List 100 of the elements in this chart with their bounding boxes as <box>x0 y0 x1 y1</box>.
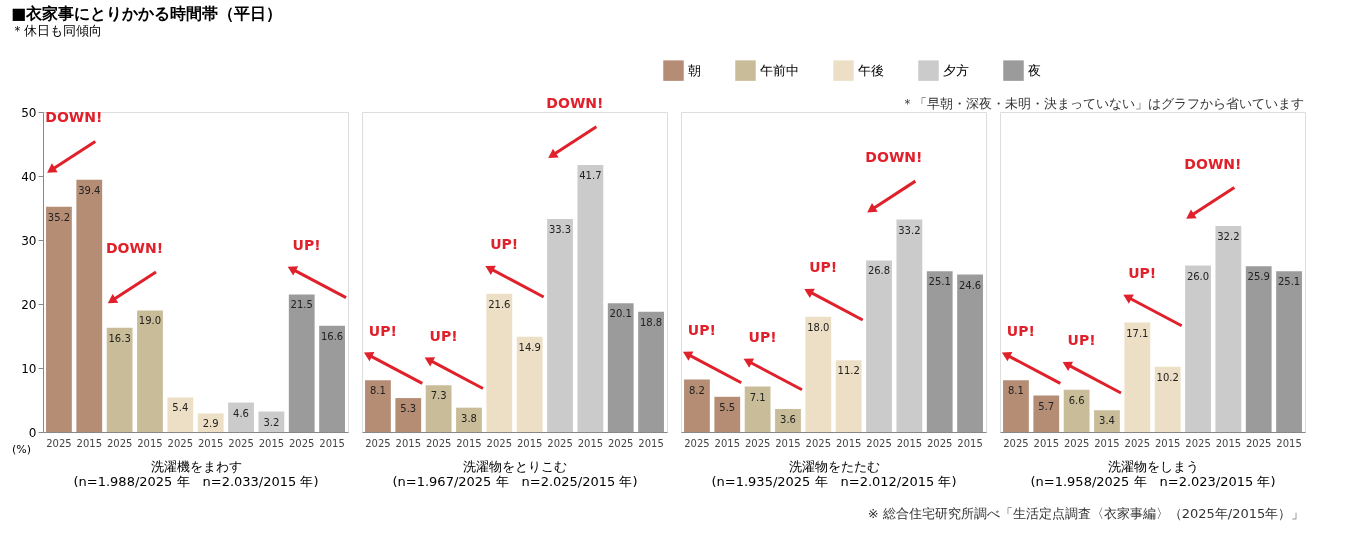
x-tick-label: 2015 <box>1154 437 1181 449</box>
x-tick-label: 2025 <box>46 437 72 449</box>
y-axis-title: (%) <box>11 442 32 456</box>
bar <box>1094 410 1120 432</box>
text: ＊「早朝・深夜・未明・決まっていない」はグラフから省いています <box>901 96 1305 111</box>
data-label: 6.6 <box>1068 394 1085 406</box>
y-tick-label: 40 <box>21 169 37 184</box>
legend-label: 夕方 <box>943 62 969 78</box>
bar <box>1215 225 1242 432</box>
bar <box>516 336 543 432</box>
x-tick-label: 2015 <box>516 437 543 449</box>
text: (n=1.935/2025 年 n=2.012/2015 年) <box>711 473 957 489</box>
x-tick-label: 2025 <box>288 437 315 449</box>
data-label: 26.8 <box>867 265 891 277</box>
data-label: 5.5 <box>719 401 736 413</box>
bar <box>1003 380 1029 432</box>
x-tick-label: 2025 <box>866 437 892 449</box>
x-tick-label: 2025 <box>167 437 194 449</box>
data-label: 24.6 <box>958 279 982 291</box>
annotation: UP! <box>429 327 458 344</box>
data-label: 7.3 <box>430 390 447 402</box>
data-label: 3.8 <box>461 412 477 424</box>
data-label: 3.2 <box>263 416 280 428</box>
bar <box>744 386 771 432</box>
bar <box>577 165 604 432</box>
x-tick-label: 2015 <box>714 437 741 449</box>
x-tick-label: 2025 <box>684 437 710 449</box>
bar <box>896 219 923 432</box>
x-tick-label: 2015 <box>1033 437 1060 449</box>
data-label: 3.6 <box>780 413 796 425</box>
bar <box>1033 395 1060 432</box>
data-label: 33.3 <box>548 223 572 235</box>
bar <box>1063 389 1090 432</box>
y-tick-label: 50 <box>21 105 37 120</box>
annotation: UP! <box>292 236 321 253</box>
annotation: UP! <box>368 322 397 339</box>
annotation: DOWN! <box>1184 155 1242 172</box>
legend-label: 夜 <box>1028 62 1041 78</box>
x-tick-label: 2025 <box>425 437 452 449</box>
bar <box>957 274 983 432</box>
data-label: 8.1 <box>369 385 386 397</box>
data-label: 8.2 <box>688 384 705 396</box>
bar <box>288 294 315 432</box>
bar <box>365 380 391 432</box>
text: (n=1.967/2025 年 n=2.025/2015 年) <box>392 473 638 489</box>
bar <box>486 293 513 432</box>
x-tick-label: 2015 <box>197 437 224 449</box>
bar <box>76 179 103 432</box>
data-label: 16.6 <box>320 330 344 342</box>
text: (n=1.988/2025 年 n=2.033/2015 年) <box>73 473 319 489</box>
x-tick-label: 2015 <box>577 437 604 449</box>
bar <box>1276 271 1302 432</box>
text: DOWN! <box>546 94 604 111</box>
bar <box>425 385 452 432</box>
bar <box>835 360 862 432</box>
x-tick-label: 2015 <box>76 437 103 449</box>
y-tick-label: 30 <box>21 233 37 248</box>
bar <box>1124 322 1151 432</box>
data-label: 21.5 <box>290 299 313 311</box>
data-label: 18.0 <box>807 321 830 333</box>
x-tick-label: 2025 <box>744 437 771 449</box>
y-tick-label: 0 <box>28 425 37 440</box>
data-label: 5.3 <box>400 403 417 415</box>
bar <box>46 206 72 432</box>
data-label: 5.4 <box>172 402 189 414</box>
x-tick-label: 2015 <box>258 437 285 449</box>
data-label: 25.9 <box>1247 271 1270 283</box>
x-tick-label: 2015 <box>1094 437 1120 449</box>
x-tick-label: 2015 <box>1276 437 1302 449</box>
data-label: 26.0 <box>1186 270 1210 282</box>
data-label: 17.1 <box>1126 327 1149 339</box>
data-label: 4.6 <box>233 407 249 419</box>
x-tick-label: 2025 <box>547 437 573 449</box>
x-tick-label: 2015 <box>319 437 345 449</box>
data-label: 20.1 <box>609 308 632 320</box>
bar <box>1185 265 1211 432</box>
legend-label: 午後 <box>858 62 884 78</box>
annotation: DOWN! <box>105 240 164 256</box>
data-label: 11.2 <box>837 365 860 377</box>
bar <box>638 311 664 432</box>
bar <box>607 303 634 432</box>
legend-label: 朝 <box>688 62 701 78</box>
x-axis-title: 洗濯物をしまう <box>1107 458 1199 474</box>
x-tick-label: 2015 <box>835 437 862 449</box>
x-tick-label: 2025 <box>805 437 832 449</box>
data-label: 32.2 <box>1217 230 1240 242</box>
data-label: 21.6 <box>488 298 511 310</box>
x-tick-label: 2015 <box>896 437 923 449</box>
x-tick-label: 2015 <box>137 437 163 449</box>
data-label: 18.8 <box>639 316 663 328</box>
bar <box>926 271 953 432</box>
data-label: 25.1 <box>928 276 951 288</box>
x-tick-label: 2025 <box>1185 437 1211 449</box>
data-label: 8.1 <box>1007 385 1024 397</box>
data-label: 33.2 <box>898 224 921 236</box>
x-tick-label: 2025 <box>1245 437 1272 449</box>
bar <box>805 316 832 432</box>
x-tick-label: 2025 <box>1124 437 1151 449</box>
bar <box>547 218 573 432</box>
bar <box>106 327 133 432</box>
